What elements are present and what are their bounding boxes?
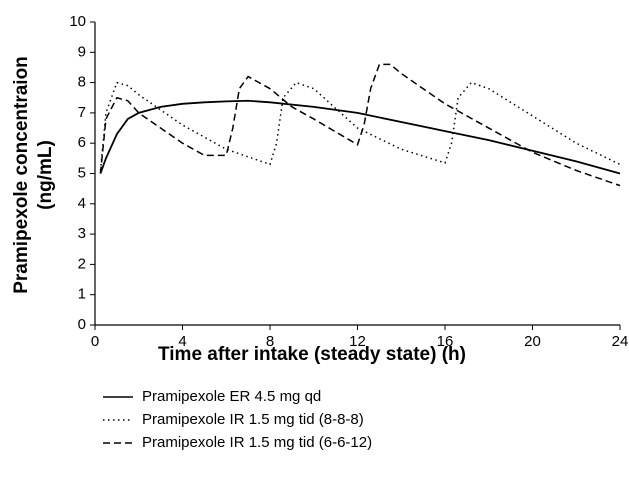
y-tick-label: 10: [69, 13, 86, 30]
legend-label: Pramipexole IR 1.5 mg tid (8-8-8): [142, 411, 364, 428]
y-axis-label-group: Pramipexole concentraion (ng/mL): [11, 56, 56, 294]
series-line: [99, 81, 621, 171]
y-tick-label: 8: [78, 74, 86, 91]
x-axis-label: Time after intake (steady state) (h): [158, 344, 466, 365]
y-tick-label: 0: [78, 316, 86, 333]
y-axis-label: (ng/mL): [35, 140, 56, 210]
legend-label: Pramipexole ER 4.5 mg qd: [142, 388, 321, 405]
x-tick-label: 16: [437, 333, 454, 350]
y-tick-label: 7: [78, 104, 86, 121]
legend-label: Pramipexole IR 1.5 mg tid (6-6-12): [142, 434, 372, 451]
series-line: [99, 99, 621, 175]
y-tick-label: 1: [78, 286, 86, 303]
y-axis-label: Pramipexole concentraion: [11, 56, 32, 294]
y-tick-label: 3: [78, 225, 86, 242]
x-tick-label: 4: [178, 333, 186, 350]
x-tick-label: 24: [612, 333, 629, 350]
x-tick-label: 8: [266, 333, 274, 350]
x-tick-label: 12: [349, 333, 366, 350]
series-line: [99, 63, 621, 187]
y-tick-label: 2: [78, 255, 86, 272]
y-tick-label: 5: [78, 164, 86, 181]
y-tick-label: 6: [78, 134, 86, 151]
x-tick-label: 0: [91, 333, 99, 350]
y-tick-label: 4: [78, 195, 86, 212]
y-tick-label: 9: [78, 43, 86, 60]
x-tick-label: 20: [524, 333, 541, 350]
